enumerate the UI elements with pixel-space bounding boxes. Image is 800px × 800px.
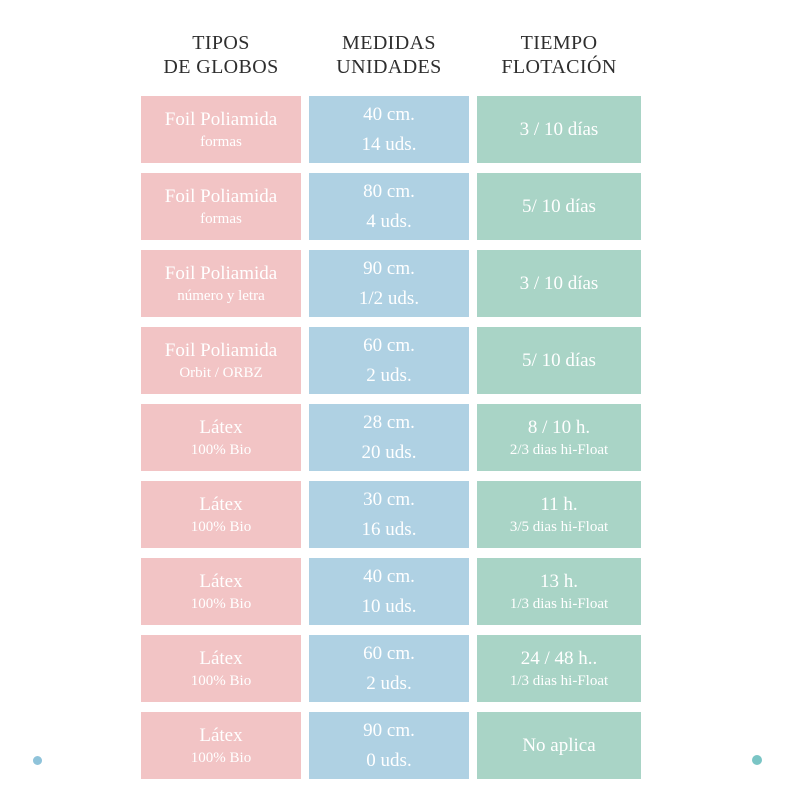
unidades-label: 20 uds. [361,441,417,463]
cell-medidas: 60 cm. 2 uds. [309,635,469,702]
tipo-sublabel: 100% Bio [190,672,252,689]
tiempo-label: 11 h. [540,494,578,516]
medida-label: 60 cm. [363,335,415,357]
tipo-label: Látex [199,725,243,747]
tipo-sublabel: 100% Bio [190,518,252,535]
cell-tipo: Foil Poliamida número y letra [141,250,301,317]
cell-medidas: 40 cm. 10 uds. [309,558,469,625]
unidades-label: 0 uds. [366,749,412,771]
tipo-sublabel: formas [200,210,242,227]
unidades-label: 16 uds. [361,518,417,540]
balloon-table: TIPOS DE GLOBOS MEDIDAS UNIDADES TIEMPO … [141,30,641,779]
tipo-label: Foil Poliamida [164,263,278,285]
tipo-label: Foil Poliamida [164,186,278,208]
tiempo-sublabel: 1/3 dias hi-Float [509,595,609,612]
cell-medidas: 90 cm. 0 uds. [309,712,469,779]
cell-medidas: 30 cm. 16 uds. [309,481,469,548]
tiempo-label: 24 / 48 h.. [520,648,598,670]
tipo-sublabel: 100% Bio [190,441,252,458]
tiempo-label: 5/ 10 días [522,195,596,217]
medida-label: 60 cm. [363,643,415,665]
unidades-label: 4 uds. [366,210,412,232]
medida-label: 80 cm. [363,181,415,203]
column-header-tiempo-line2: FLOTACIÓN [501,55,617,78]
cell-tiempo: 11 h. 3/5 dias hi-Float [477,481,641,548]
cell-medidas: 90 cm. 1/2 uds. [309,250,469,317]
column-header-tipos: TIPOS DE GLOBOS [141,30,301,86]
cell-tipo: Látex 100% Bio [141,404,301,471]
tiempo-label: 13 h. [540,571,578,593]
unidades-label: 1/2 uds. [358,287,420,309]
tipo-label: Látex [199,571,243,593]
tiempo-sublabel: 3/5 dias hi-Float [509,518,609,535]
tipo-sublabel: número y letra [177,287,265,304]
cell-tiempo: 13 h. 1/3 dias hi-Float [477,558,641,625]
tiempo-sublabel: 1/3 dias hi-Float [509,672,609,689]
column-header-tiempo-line1: TIEMPO [520,32,598,54]
tiempo-label: No aplica [522,734,596,756]
tipo-sublabel: 100% Bio [190,595,252,612]
tipo-sublabel: Orbit / ORBZ [179,364,263,381]
tipo-label: Látex [199,648,243,670]
medida-label: 28 cm. [363,412,415,434]
tipo-label: Látex [199,417,243,439]
cell-tiempo: No aplica [477,712,641,779]
column-header-tipos-line2: DE GLOBOS [163,55,279,78]
column-header-medidas-line2: UNIDADES [336,55,442,78]
cell-tipo: Foil Poliamida Orbit / ORBZ [141,327,301,394]
cell-medidas: 80 cm. 4 uds. [309,173,469,240]
cell-tipo: Látex 100% Bio [141,558,301,625]
medida-label: 30 cm. [363,489,415,511]
medida-label: 90 cm. [363,720,415,742]
tiempo-label: 8 / 10 h. [527,417,591,439]
medida-label: 40 cm. [363,566,415,588]
unidades-label: 10 uds. [361,595,417,617]
tipo-sublabel: 100% Bio [190,749,252,766]
cell-tiempo: 5/ 10 días [477,327,641,394]
decorative-dot-icon [752,755,762,765]
tipo-sublabel: formas [200,133,242,150]
cell-tipo: Látex 100% Bio [141,712,301,779]
tiempo-label: 3 / 10 días [519,272,599,294]
column-header-medidas-line1: MEDIDAS [342,32,436,54]
cell-medidas: 40 cm. 14 uds. [309,96,469,163]
tiempo-label: 3 / 10 días [519,118,599,140]
cell-tiempo: 3 / 10 días [477,96,641,163]
tipo-label: Foil Poliamida [164,340,278,362]
cell-tiempo: 5/ 10 días [477,173,641,240]
column-header-tipos-line1: TIPOS [192,32,250,54]
column-header-tiempo: TIEMPO FLOTACIÓN [477,30,641,86]
cell-tipo: Foil Poliamida formas [141,96,301,163]
cell-tipo: Foil Poliamida formas [141,173,301,240]
cell-tiempo: 3 / 10 días [477,250,641,317]
tipo-label: Foil Poliamida [164,109,278,131]
tipo-label: Látex [199,494,243,516]
decorative-dot-icon [33,756,42,765]
cell-medidas: 60 cm. 2 uds. [309,327,469,394]
tiempo-sublabel: 2/3 dias hi-Float [509,441,609,458]
cell-tipo: Látex 100% Bio [141,481,301,548]
column-header-medidas: MEDIDAS UNIDADES [309,30,469,86]
cell-tiempo: 24 / 48 h.. 1/3 dias hi-Float [477,635,641,702]
cell-tiempo: 8 / 10 h. 2/3 dias hi-Float [477,404,641,471]
cell-tipo: Látex 100% Bio [141,635,301,702]
medida-label: 40 cm. [363,104,415,126]
medida-label: 90 cm. [363,258,415,280]
unidades-label: 2 uds. [366,364,412,386]
unidades-label: 14 uds. [361,133,417,155]
cell-medidas: 28 cm. 20 uds. [309,404,469,471]
tiempo-label: 5/ 10 días [522,349,596,371]
unidades-label: 2 uds. [366,672,412,694]
